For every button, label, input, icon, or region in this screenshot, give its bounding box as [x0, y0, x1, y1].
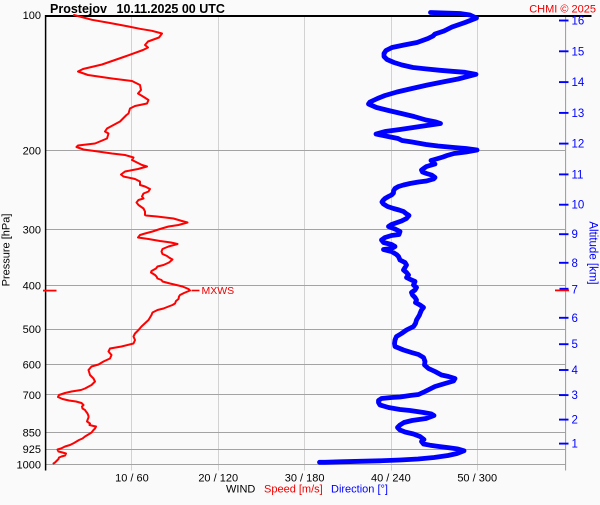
svg-text:400: 400 [23, 281, 41, 293]
svg-text:14: 14 [572, 77, 585, 89]
svg-text:20 / 120: 20 / 120 [198, 473, 238, 485]
svg-text:10 / 60: 10 / 60 [115, 473, 149, 485]
svg-text:13: 13 [572, 108, 585, 120]
svg-text:50 / 300: 50 / 300 [457, 473, 497, 485]
svg-text:10: 10 [572, 200, 585, 212]
svg-text:500: 500 [23, 324, 41, 336]
svg-text:6: 6 [572, 313, 578, 325]
svg-text:MXWS: MXWS [202, 285, 235, 297]
svg-text:9: 9 [572, 229, 578, 241]
svg-text:CHMI © 2025: CHMI © 2025 [529, 4, 596, 16]
svg-text:1000: 1000 [17, 459, 41, 471]
svg-text:Altitude [km]: Altitude [km] [587, 221, 599, 284]
svg-text:Speed [m/s]: Speed [m/s] [264, 484, 323, 496]
svg-text:2: 2 [572, 415, 578, 427]
svg-text:8: 8 [572, 258, 578, 270]
svg-text:7: 7 [572, 285, 578, 297]
svg-text:WIND: WIND [226, 484, 255, 496]
svg-text:12: 12 [572, 139, 585, 151]
svg-text:1: 1 [572, 439, 578, 451]
svg-text:600: 600 [23, 360, 41, 372]
svg-text:100: 100 [23, 10, 41, 22]
svg-text:5: 5 [572, 339, 578, 351]
svg-text:3: 3 [572, 390, 578, 402]
svg-text:Direction [°]: Direction [°] [331, 484, 388, 496]
svg-text:850: 850 [23, 428, 41, 440]
svg-text:11: 11 [572, 169, 584, 181]
svg-text:10.11.2025 00 UTC: 10.11.2025 00 UTC [117, 2, 225, 16]
svg-text:300: 300 [23, 224, 41, 236]
svg-text:15: 15 [572, 46, 585, 58]
svg-text:200: 200 [23, 145, 41, 157]
svg-text:16: 16 [572, 16, 585, 28]
svg-text:Prostejov: Prostejov [50, 2, 107, 16]
svg-text:30 / 180: 30 / 180 [285, 473, 325, 485]
svg-text:925: 925 [23, 444, 41, 456]
svg-text:40 / 240: 40 / 240 [371, 473, 411, 485]
svg-text:4: 4 [572, 365, 579, 377]
svg-text:Pressure [hPa]: Pressure [hPa] [1, 214, 13, 287]
svg-text:700: 700 [23, 390, 41, 402]
